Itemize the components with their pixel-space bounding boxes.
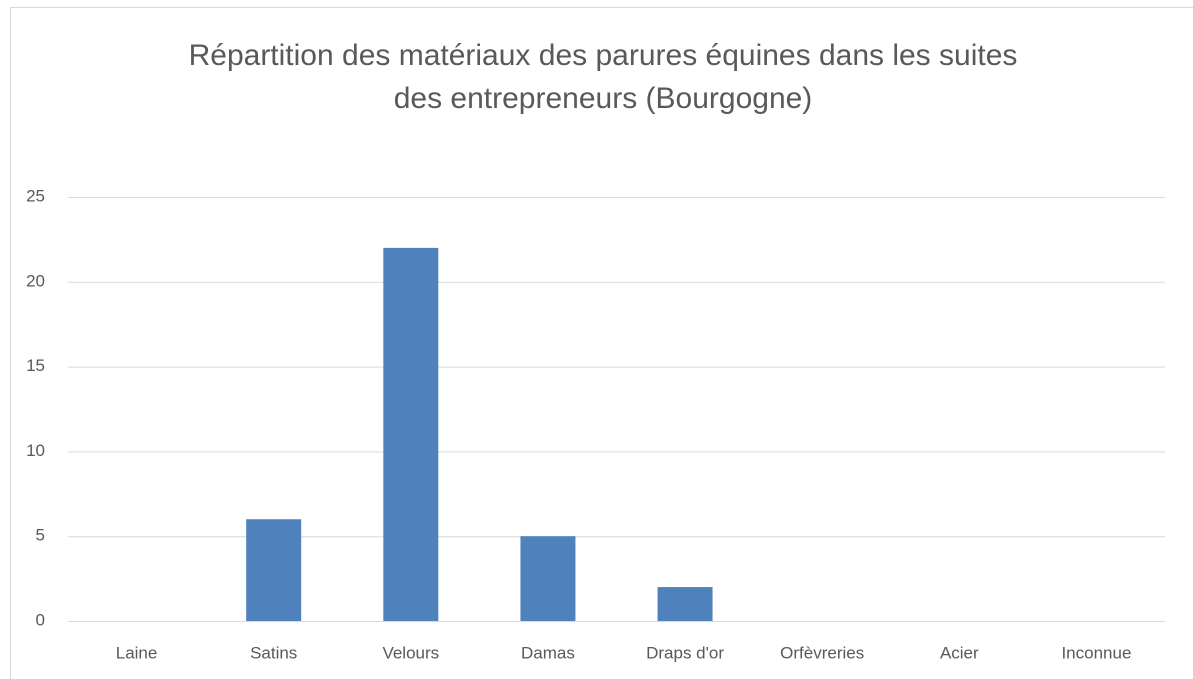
y-tick-label: 20 [26, 271, 45, 290]
x-tick-label: Draps d'or [646, 643, 724, 662]
x-tick-label: Velours [382, 643, 439, 662]
chart-title: Répartition des matériaux des parures éq… [189, 39, 1018, 72]
y-tick-label: 15 [26, 356, 45, 375]
y-tick-label: 0 [36, 610, 45, 629]
x-tick-label: Damas [521, 643, 575, 662]
chart-title: des entrepreneurs (Bourgogne) [394, 82, 813, 115]
bar [246, 519, 302, 621]
y-tick-label: 25 [26, 186, 45, 205]
y-tick-label: 5 [36, 526, 45, 545]
x-tick-label: Acier [940, 643, 979, 662]
chart-border [10, 7, 1193, 679]
x-tick-label: Satins [250, 643, 297, 662]
x-tick-label: Orfèvreries [780, 643, 864, 662]
bar [657, 587, 713, 621]
x-tick-label: Inconnue [1061, 643, 1131, 662]
bar [520, 536, 576, 621]
bar [383, 247, 439, 621]
y-tick-label: 10 [26, 441, 45, 460]
x-tick-label: Laine [116, 643, 158, 662]
